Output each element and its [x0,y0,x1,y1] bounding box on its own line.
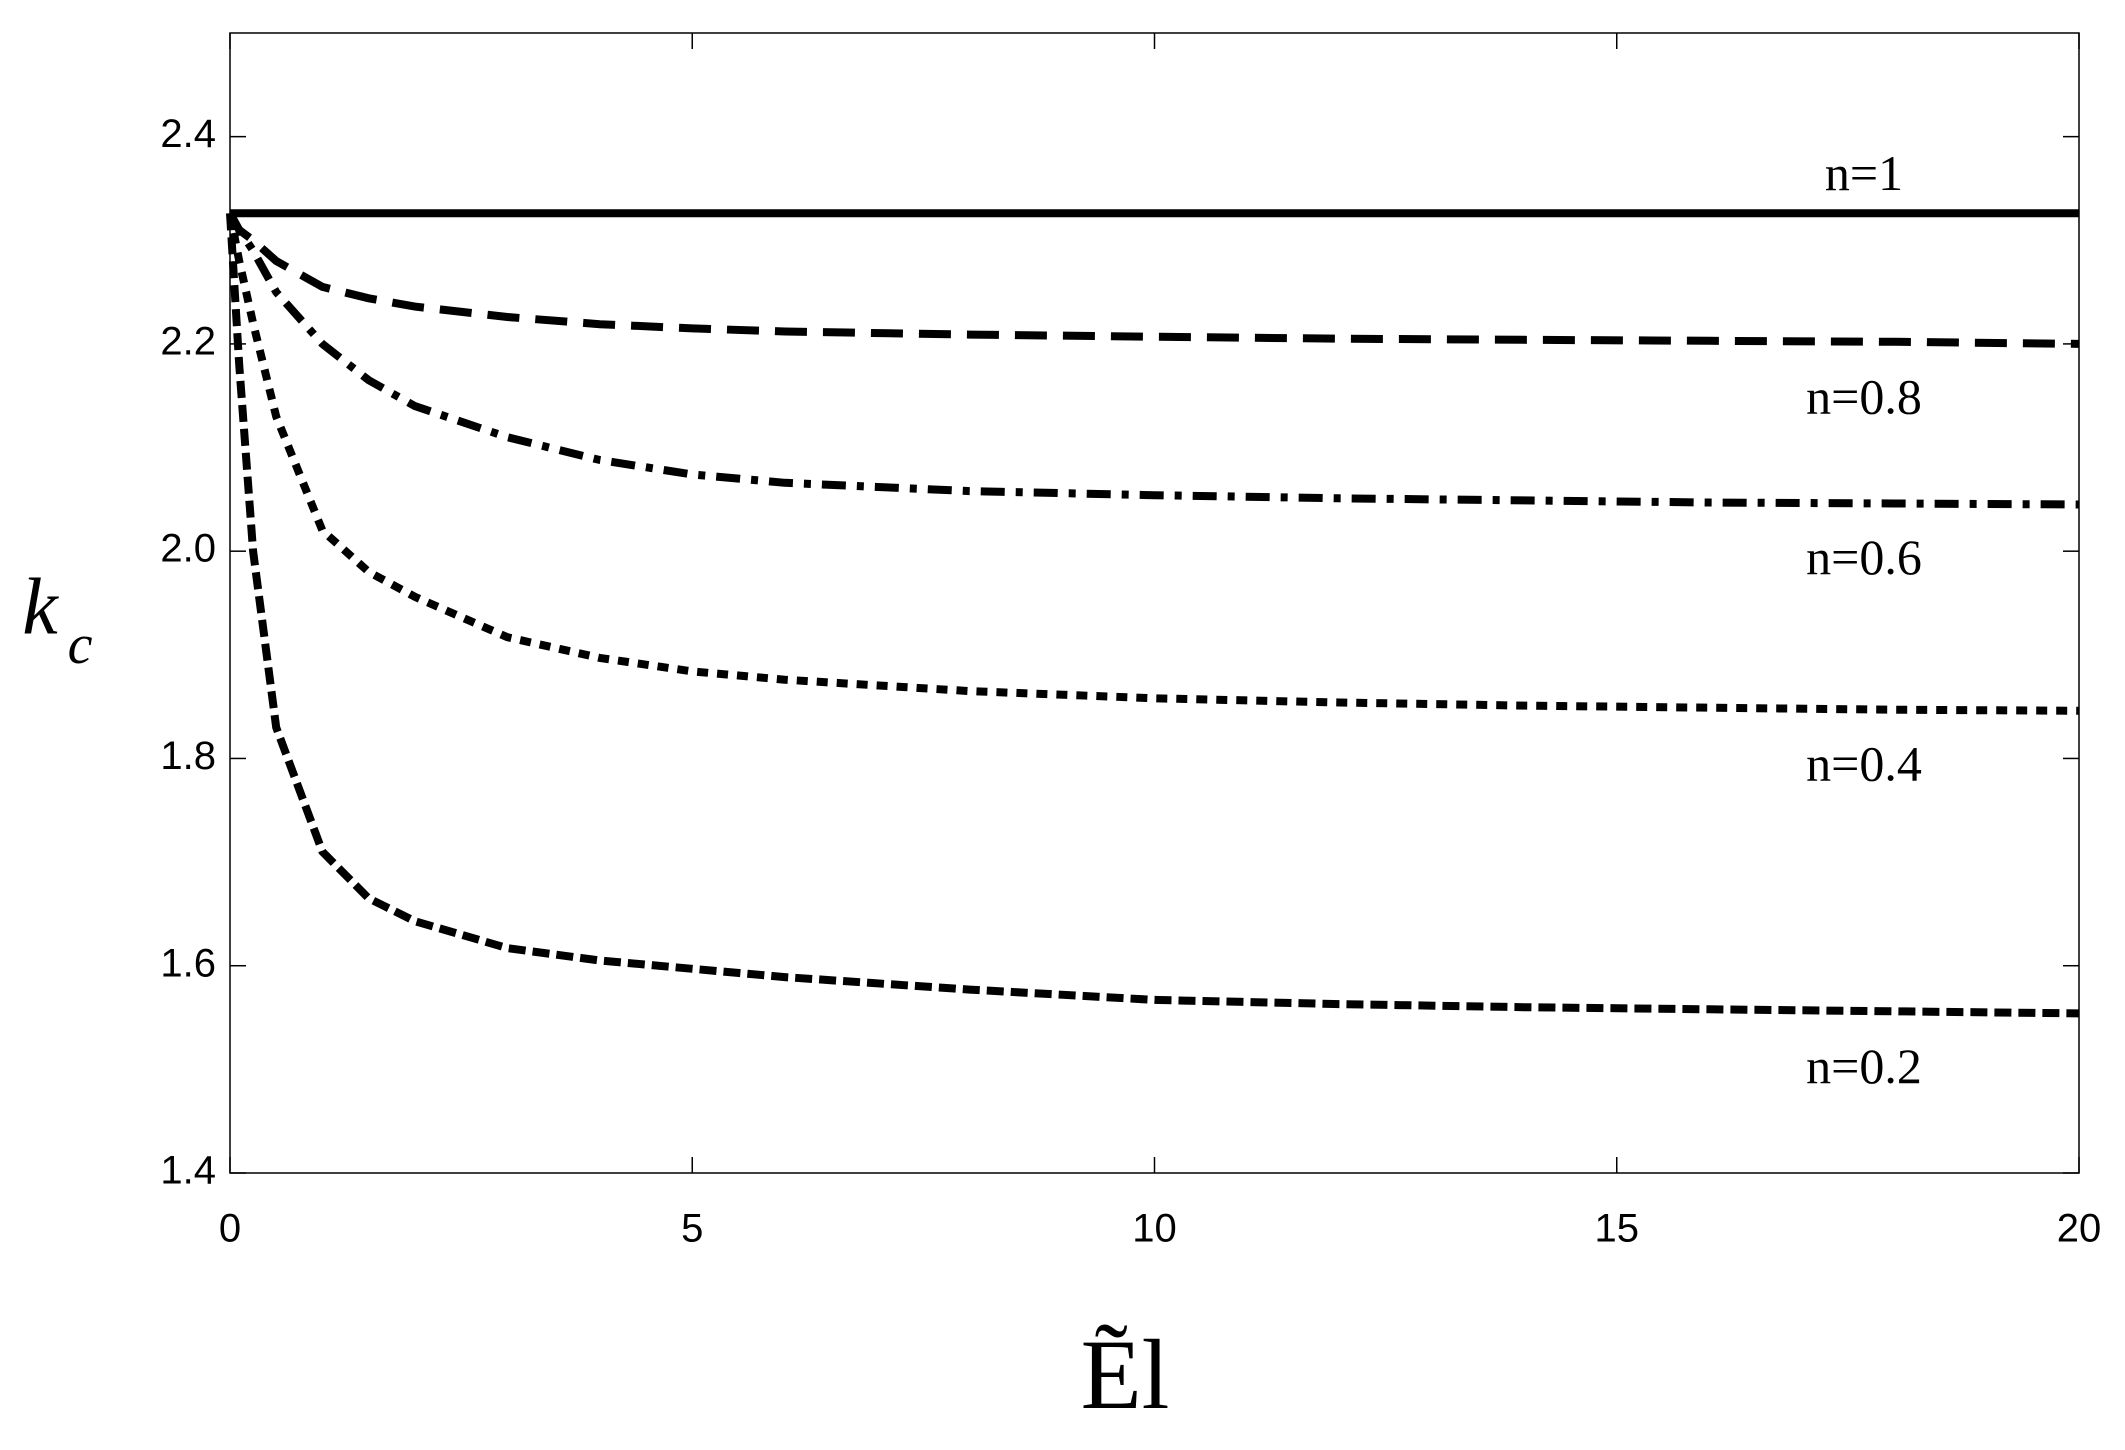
x-tick-label: 15 [1595,1207,1640,1251]
y-tick-label: 1.6 [160,941,216,985]
y-tick-label: 2.0 [160,527,216,571]
series-line [226,211,2080,348]
y-tick-label: 1.4 [160,1149,216,1193]
series-line [226,213,2080,1018]
y-axis-label-subscript: c [68,614,93,676]
y-tick-label: 2.4 [160,112,216,156]
series-label: n=0.6 [1806,529,1922,585]
y-axis-label: k [22,563,59,651]
x-axis-label: Ẽl [1081,1319,1170,1430]
x-tick-label: 20 [2057,1207,2102,1251]
series-label: n=0.2 [1806,1038,1922,1094]
y-tick-label: 1.8 [160,734,216,778]
series-line [226,212,2080,715]
series-label: n=1 [1825,145,1903,201]
series-label: n=0.8 [1806,368,1922,424]
y-tick-label: 2.2 [160,319,216,363]
x-tick-label: 5 [681,1207,703,1251]
series-label: n=0.4 [1806,735,1922,791]
x-tick-label: 0 [219,1207,241,1251]
x-tick-label: 10 [1132,1207,1177,1251]
series-line [226,211,2080,509]
